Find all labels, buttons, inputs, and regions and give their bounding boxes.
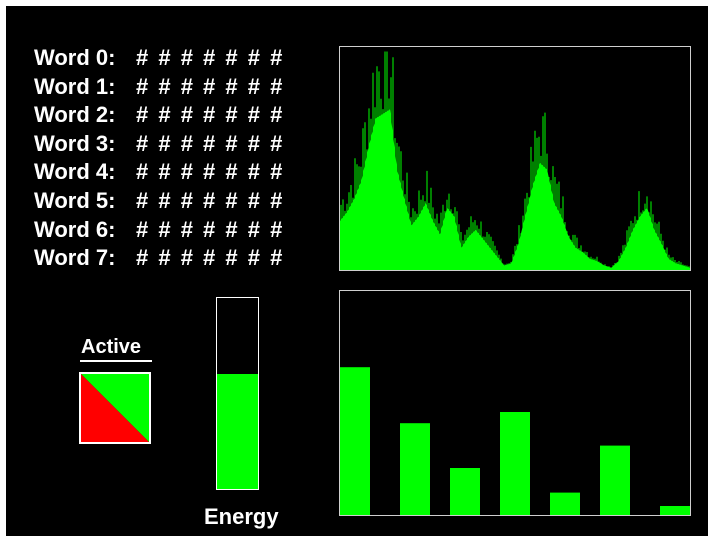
level-bar-2 xyxy=(450,468,480,515)
word-value: # # # # # # # xyxy=(136,216,285,242)
word-value: # # # # # # # xyxy=(136,159,285,185)
energy-meter xyxy=(216,297,259,490)
word-row-5: Word 5: # # # # # # # xyxy=(34,187,284,216)
word-row-1: Word 1: # # # # # # # xyxy=(34,73,284,102)
word-label: Word 6: xyxy=(34,216,116,242)
word-row-6: Word 6: # # # # # # # xyxy=(34,216,284,245)
level-bar-3 xyxy=(500,412,530,515)
level-bar-1 xyxy=(400,423,430,515)
waveform-panel xyxy=(339,46,691,271)
word-list: Word 0: # # # # # # # Word 1: # # # # # # … xyxy=(34,44,284,273)
active-label: Active xyxy=(81,336,142,358)
level-bar-4 xyxy=(550,492,580,515)
active-indicator-red-half xyxy=(81,374,149,442)
word-label: Word 5: xyxy=(34,187,116,213)
word-value: # # # # # # # xyxy=(136,130,285,156)
level-bars-plot xyxy=(340,367,690,515)
word-label: Word 2: xyxy=(34,102,116,128)
word-value: # # # # # # # xyxy=(136,73,285,99)
energy-meter-fill xyxy=(217,374,258,489)
level-bars-panel xyxy=(339,290,691,516)
level-bar-0 xyxy=(340,367,370,515)
word-value: # # # # # # # xyxy=(136,187,285,213)
active-indicator xyxy=(79,372,151,444)
active-label-underline xyxy=(80,360,152,362)
word-row-0: Word 0: # # # # # # # xyxy=(34,44,284,73)
word-row-7: Word 7: # # # # # # # xyxy=(34,244,284,273)
word-row-3: Word 3: # # # # # # # xyxy=(34,130,284,159)
word-label: Word 4: xyxy=(34,159,116,185)
waveform-plot xyxy=(340,51,690,270)
word-value: # # # # # # # xyxy=(136,45,285,70)
word-label: Word 1: xyxy=(34,73,116,99)
word-row-2: Word 2: # # # # # # # xyxy=(34,101,284,130)
word-row-4: Word 4: # # # # # # # xyxy=(34,158,284,187)
word-label: Word 7: xyxy=(34,245,116,271)
level-bar-5 xyxy=(600,445,630,515)
word-value: # # # # # # # xyxy=(136,102,285,128)
screen: Word 0: # # # # # # # Word 1: # # # # # # … xyxy=(6,6,708,536)
word-label: Word 0: xyxy=(34,45,116,70)
word-value: # # # # # # # xyxy=(136,245,285,271)
energy-label: Energy xyxy=(204,504,279,529)
level-bar-6 xyxy=(660,506,690,515)
active-indicator-graphic xyxy=(81,374,149,442)
word-label: Word 3: xyxy=(34,130,116,156)
